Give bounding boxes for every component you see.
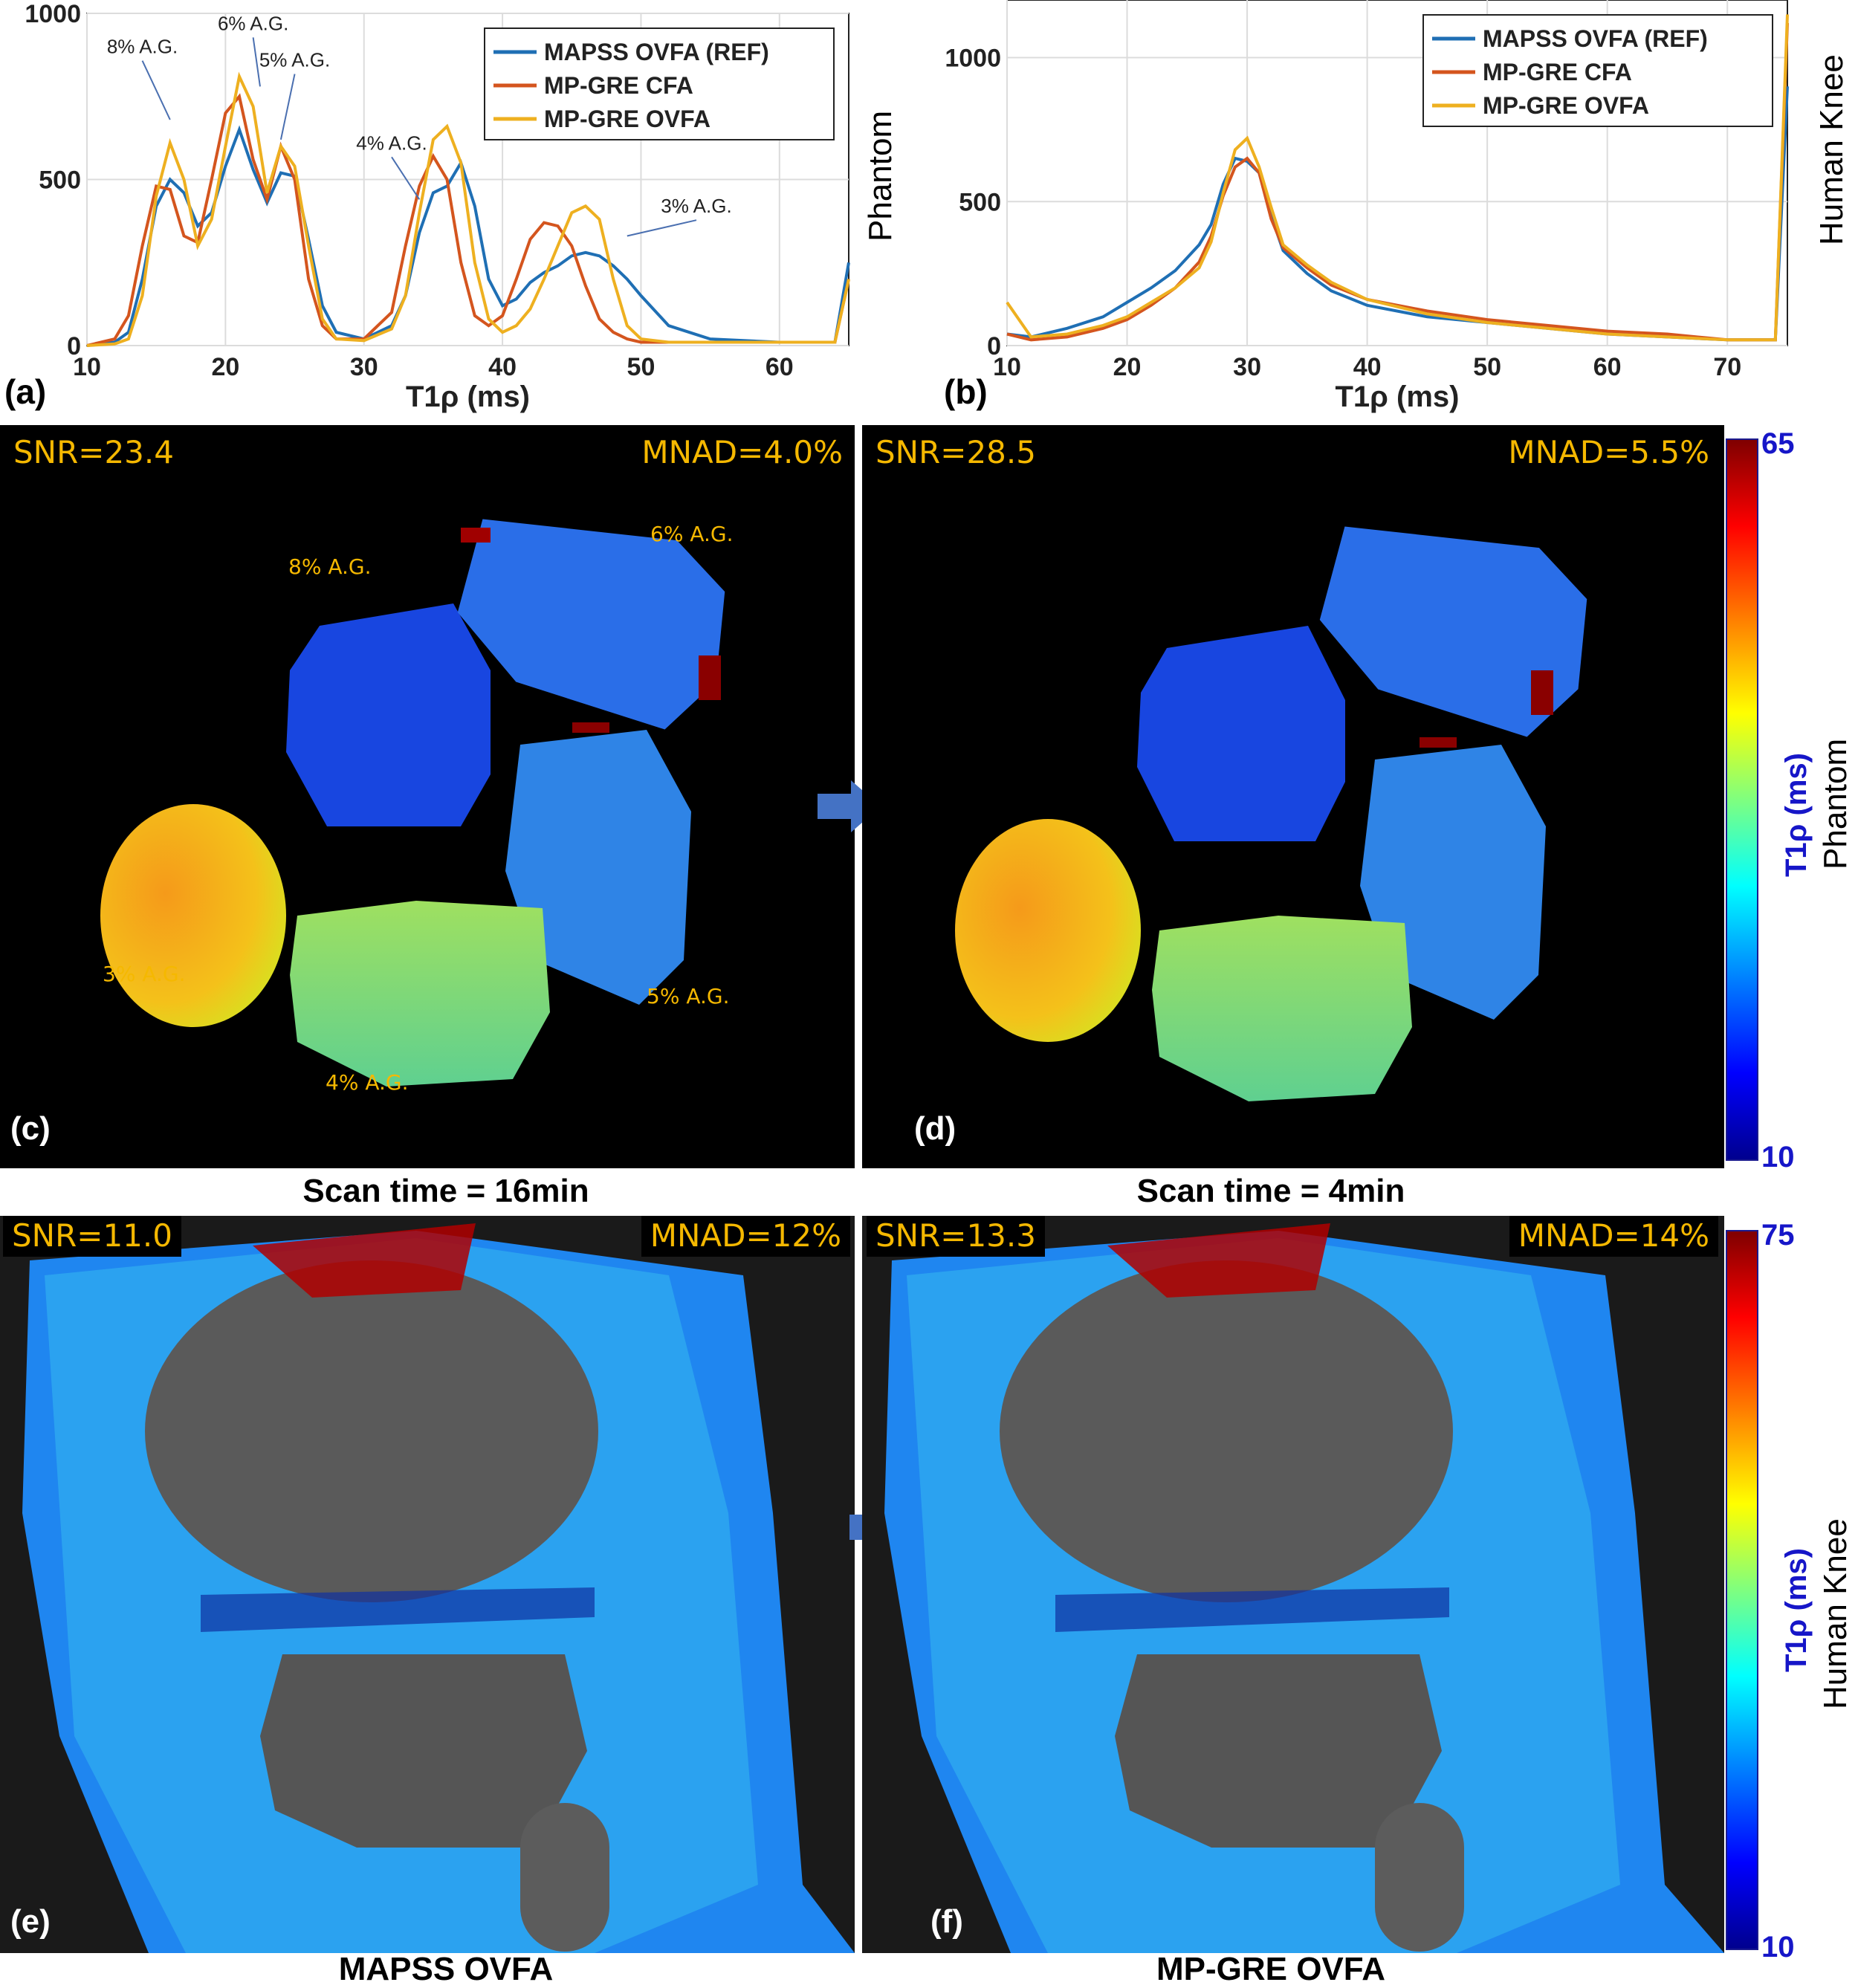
tube-label-6: 6% A.G. <box>650 522 734 546</box>
tube-label-5: 5% A.G. <box>647 984 730 1008</box>
annotation-3: 4% A.G. <box>356 132 427 154</box>
xtick-label-a: 10 <box>73 353 101 381</box>
t1rho-map-f: SNR=13.3 MNAD=14% (f) <box>862 1216 1724 1953</box>
panel-label-e: (e) <box>10 1903 51 1940</box>
xlabel-a: T1ρ (ms) <box>406 381 530 413</box>
annotation-0: 8% A.G. <box>107 36 178 58</box>
annotation-arrow-1 <box>252 37 261 87</box>
xtick-label-b: 60 <box>1593 353 1622 381</box>
xtick-label-b: 10 <box>993 353 1021 381</box>
xtick-label-a: 40 <box>488 353 517 381</box>
caption-right: MP-GRE OVFA <box>1156 1951 1386 1987</box>
caption-left: MAPSS OVFA <box>338 1951 554 1987</box>
colorbar-knee-side: Human Knee <box>1817 1518 1854 1709</box>
snr-c: SNR=23.4 <box>13 434 174 470</box>
tube-label-4: 4% A.G. <box>326 1070 409 1095</box>
snr-d: SNR=28.5 <box>875 434 1036 470</box>
series-line-a-2 <box>86 71 850 347</box>
legend-label-a-0: MAPSS OVFA (REF) <box>544 39 769 65</box>
legend-b <box>1422 14 1773 127</box>
legend-a <box>484 27 835 140</box>
annotation-1: 6% A.G. <box>218 12 288 34</box>
t1rho-map-c: SNR=23.4 MNAD=4.0% 8% A.G. 6% A.G. 3% A.… <box>0 425 855 1168</box>
annotation-arrow-0 <box>141 60 171 120</box>
xtick-label-b: 50 <box>1473 353 1501 381</box>
colorbar-knee <box>1726 1230 1758 1950</box>
xtick-label-b: 20 <box>1113 353 1142 381</box>
legend-label-a-1: MP-GRE CFA <box>544 72 693 99</box>
panel-label-b: (b) <box>944 372 988 411</box>
xlabel-b: T1ρ (ms) <box>1336 381 1460 413</box>
ytick-label-b: 500 <box>959 188 1001 216</box>
ytick-label-a: 1000 <box>25 0 81 28</box>
panel-label-f: (f) <box>930 1903 963 1940</box>
series-line-a-0 <box>86 125 850 347</box>
scan-time-left: Scan time = 16min <box>302 1173 589 1209</box>
mnad-d: MNAD=5.5% <box>1508 434 1709 470</box>
t1rho-map-d: SNR=28.5 MNAD=5.5% (d) <box>862 425 1724 1168</box>
legend-label-b-2: MP-GRE OVFA <box>1483 92 1649 119</box>
xtick-label-a: 30 <box>350 353 378 381</box>
tube-label-8: 8% A.G. <box>288 554 372 579</box>
annotation-arrow-4 <box>627 219 697 237</box>
colorbar-phantom <box>1726 438 1758 1161</box>
phantom-image-d <box>955 526 1587 1101</box>
annotation-arrow-3 <box>391 156 421 200</box>
panel-label-c: (c) <box>10 1110 51 1147</box>
xtick-label-b: 70 <box>1713 353 1741 381</box>
mnad-f: MNAD=14% <box>1509 1216 1718 1257</box>
panel-label-a: (a) <box>4 372 47 411</box>
colorbar-knee-label: T1ρ (ms) <box>1780 1548 1813 1672</box>
ytick-label-b: 1000 <box>945 45 1001 73</box>
xtick-label-a: 20 <box>211 353 239 381</box>
tube-label-3: 3% A.G. <box>103 962 186 986</box>
legend-label-b-0: MAPSS OVFA (REF) <box>1483 25 1708 52</box>
side-label-phantom-a: Phantom <box>862 110 899 242</box>
legend-label-a-2: MP-GRE OVFA <box>544 106 710 132</box>
side-label-knee-b: Human Knee <box>1813 54 1850 245</box>
mnad-e: MNAD=12% <box>641 1216 850 1257</box>
knee-image-e <box>22 1223 855 1953</box>
colorbar-phantom-min: 10 <box>1761 1141 1795 1173</box>
xtick-label-a: 50 <box>627 353 656 381</box>
snr-e: SNR=11.0 <box>3 1216 181 1257</box>
ytick-label-b: 0 <box>987 332 1001 360</box>
t1rho-map-e: SNR=11.0 MNAD=12% (e) <box>0 1216 855 1953</box>
ytick-label-a: 500 <box>39 166 81 195</box>
series-line-b-1 <box>1006 22 1789 342</box>
colorbar-phantom-side: Phantom <box>1817 738 1854 870</box>
legend-label-b-1: MP-GRE CFA <box>1483 59 1632 85</box>
scan-time-right: Scan time = 4min <box>1136 1173 1405 1209</box>
xtick-label-a: 60 <box>765 353 794 381</box>
colorbar-phantom-max: 65 <box>1761 427 1795 460</box>
xtick-label-b: 40 <box>1353 353 1382 381</box>
colorbar-knee-max: 75 <box>1761 1219 1795 1252</box>
ytick-label-a: 0 <box>67 332 81 360</box>
colorbar-phantom-label: T1ρ (ms) <box>1780 753 1813 877</box>
phantom-image-c <box>100 519 725 1087</box>
series-line-b-2 <box>1006 14 1789 342</box>
annotation-arrow-2 <box>279 74 296 140</box>
colorbar-knee-min: 10 <box>1761 1931 1795 1963</box>
knee-image-f <box>884 1223 1724 1953</box>
panel-label-d: (d) <box>914 1110 956 1147</box>
xtick-label-b: 30 <box>1233 353 1261 381</box>
mnad-c: MNAD=4.0% <box>641 434 843 470</box>
annotation-4: 3% A.G. <box>661 195 731 217</box>
snr-f: SNR=13.3 <box>867 1216 1045 1257</box>
annotation-2: 5% A.G. <box>259 49 330 71</box>
